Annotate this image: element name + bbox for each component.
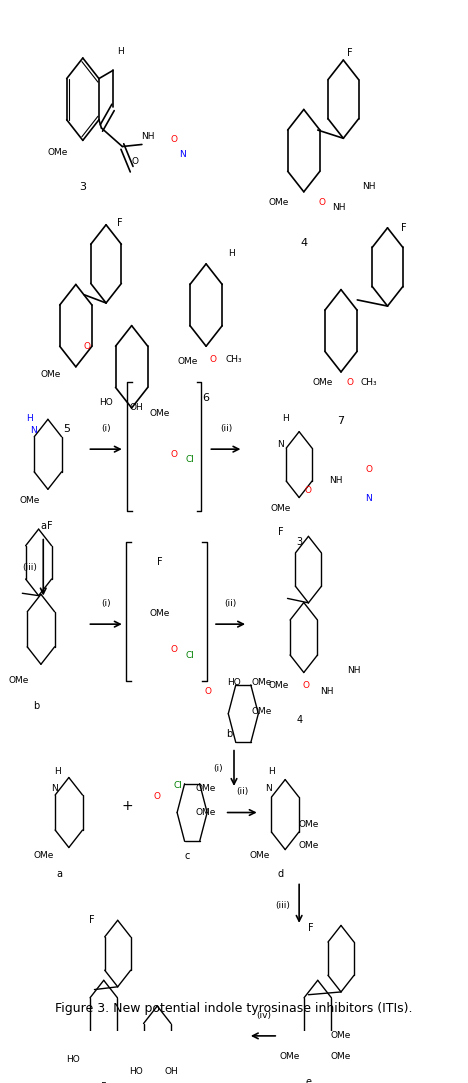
Text: O: O — [347, 378, 354, 387]
Text: (ii): (ii) — [225, 599, 237, 608]
Text: OMe: OMe — [252, 707, 272, 716]
Text: OMe: OMe — [196, 784, 216, 794]
Text: O: O — [305, 486, 312, 495]
Text: (iii): (iii) — [22, 563, 37, 572]
Text: F: F — [401, 223, 407, 233]
Text: F: F — [308, 923, 314, 932]
Text: OMe: OMe — [40, 369, 60, 379]
Text: a: a — [40, 521, 46, 532]
Text: O: O — [84, 342, 91, 351]
Text: NH: NH — [332, 203, 345, 212]
Text: 6: 6 — [203, 393, 210, 403]
Text: OMe: OMe — [33, 851, 53, 860]
Text: O: O — [210, 355, 217, 364]
Text: H: H — [54, 767, 60, 775]
Text: (i): (i) — [213, 764, 222, 773]
Text: b: b — [226, 729, 233, 740]
Text: (iv): (iv) — [256, 1010, 271, 1020]
Text: OMe: OMe — [331, 1031, 351, 1041]
Text: OMe: OMe — [47, 148, 67, 157]
Text: HO: HO — [227, 678, 241, 688]
Text: H: H — [117, 48, 124, 56]
Text: OMe: OMe — [252, 678, 272, 688]
Text: NH: NH — [141, 132, 154, 141]
Text: N: N — [277, 440, 284, 448]
Text: O: O — [170, 645, 177, 654]
Text: O: O — [170, 134, 177, 144]
Text: 3: 3 — [79, 182, 86, 192]
Text: Cl: Cl — [174, 781, 183, 791]
Text: O: O — [154, 792, 161, 800]
Text: N: N — [179, 151, 186, 159]
Text: OMe: OMe — [149, 610, 170, 618]
Text: HO: HO — [99, 399, 113, 407]
Text: N: N — [30, 426, 37, 435]
Text: 4: 4 — [300, 238, 307, 248]
Text: F: F — [278, 526, 283, 536]
Text: OMe: OMe — [298, 821, 319, 830]
Text: N: N — [265, 784, 272, 794]
Text: NH: NH — [320, 687, 334, 695]
Text: N: N — [366, 494, 372, 504]
Text: H: H — [268, 767, 275, 775]
Text: HO: HO — [66, 1055, 80, 1065]
Text: F: F — [47, 521, 53, 532]
Text: 7: 7 — [337, 416, 344, 427]
Text: F: F — [89, 914, 95, 925]
Text: b: b — [33, 702, 39, 712]
Text: OMe: OMe — [268, 681, 288, 690]
Text: OH: OH — [130, 404, 143, 413]
Text: OMe: OMe — [19, 496, 39, 505]
Text: H: H — [282, 414, 289, 422]
Text: OMe: OMe — [268, 197, 288, 207]
Text: a: a — [57, 870, 63, 879]
Text: OMe: OMe — [331, 1052, 351, 1061]
Text: NH: NH — [329, 475, 343, 484]
Text: OH: OH — [164, 1068, 178, 1077]
Text: O: O — [366, 466, 373, 474]
Text: CH₃: CH₃ — [361, 378, 377, 387]
Text: (ii): (ii) — [236, 787, 249, 796]
Text: O: O — [132, 157, 139, 167]
Text: HO: HO — [130, 1068, 143, 1077]
Text: OMe: OMe — [280, 1052, 300, 1061]
Text: e: e — [306, 1078, 311, 1083]
Text: Figure 3. New potential indole tyrosinase inhibitors (ITIs).: Figure 3. New potential indole tyrosinas… — [55, 1002, 413, 1015]
Text: (iii): (iii) — [275, 901, 290, 910]
Text: 4: 4 — [296, 715, 302, 725]
Text: OMe: OMe — [196, 808, 216, 817]
Text: OMe: OMe — [312, 378, 333, 387]
Text: OMe: OMe — [298, 841, 319, 850]
Text: F: F — [157, 558, 162, 567]
Text: O: O — [303, 681, 310, 690]
Text: Cl: Cl — [185, 455, 194, 464]
Text: OMe: OMe — [9, 676, 29, 686]
Text: Cl: Cl — [185, 651, 194, 660]
Text: N: N — [51, 784, 58, 794]
Text: NH: NH — [362, 182, 376, 192]
Text: d: d — [278, 870, 284, 879]
Text: (i): (i) — [101, 425, 111, 433]
Text: F: F — [348, 48, 353, 57]
Text: F: F — [117, 218, 123, 227]
Text: (i): (i) — [101, 599, 111, 608]
Text: 5: 5 — [63, 423, 70, 433]
Text: OMe: OMe — [177, 357, 197, 366]
Text: +: + — [121, 799, 133, 813]
Text: 3: 3 — [296, 537, 302, 547]
Text: H: H — [26, 414, 33, 422]
Text: c: c — [185, 851, 190, 861]
Text: O: O — [205, 687, 212, 695]
Text: OMe: OMe — [249, 851, 270, 860]
Text: (ii): (ii) — [220, 425, 232, 433]
Text: NH: NH — [347, 666, 361, 675]
Text: H: H — [228, 249, 235, 258]
Text: CH₃: CH₃ — [226, 355, 242, 364]
Text: OMe: OMe — [149, 408, 170, 418]
Text: OMe: OMe — [271, 505, 291, 513]
Text: O: O — [319, 197, 326, 207]
Text: O: O — [170, 449, 177, 459]
